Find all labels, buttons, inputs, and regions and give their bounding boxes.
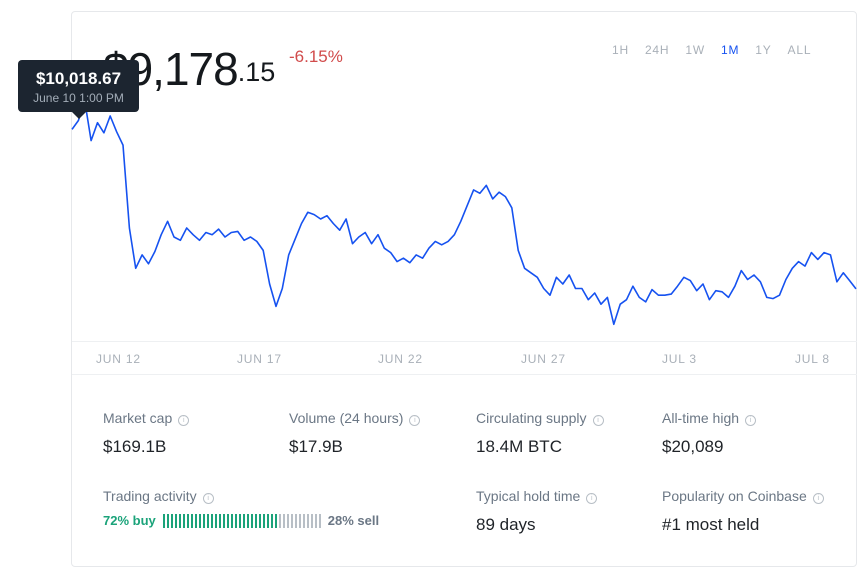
sell-bar: [298, 513, 301, 528]
info-icon[interactable]: i: [592, 415, 604, 426]
buy-bar: [234, 513, 237, 528]
range-24h[interactable]: 24H: [644, 43, 670, 57]
buy-bar: [238, 513, 241, 528]
price-card: [71, 11, 857, 567]
sell-bar: [286, 513, 289, 528]
buy-bar: [262, 513, 265, 528]
sell-percent: 28% sell: [327, 513, 380, 528]
market-cap-label: Market cap i: [103, 410, 190, 426]
range-1h[interactable]: 1H: [612, 43, 629, 57]
buy-percent: 72% buy: [103, 513, 156, 528]
buy-bar: [174, 513, 177, 528]
x-tick-label: JUN 22: [378, 352, 423, 366]
range-1w[interactable]: 1W: [685, 43, 705, 57]
buy-bar: [182, 513, 185, 528]
buy-bar: [186, 513, 189, 528]
trading-activity-label: Trading activity i: [103, 488, 214, 504]
tooltip-value: $10,018.67: [35, 69, 122, 88]
info-icon[interactable]: i: [202, 493, 214, 504]
sell-bar: [290, 513, 293, 528]
price-tooltip: $10,018.67 June 10 1:00 PM: [18, 60, 139, 119]
buy-bar: [210, 513, 213, 528]
buy-bar: [218, 513, 221, 528]
buy-bar: [222, 513, 225, 528]
info-icon[interactable]: i: [409, 415, 421, 426]
buy-bar: [194, 513, 197, 528]
range-all[interactable]: ALL: [787, 43, 812, 57]
sell-bar: [282, 513, 285, 528]
hold-time-label: Typical hold time i: [476, 488, 598, 504]
trading-activity: 72% buy 28% sell: [103, 513, 379, 528]
time-range-selector: 1H 24H 1W 1M 1Y ALL: [612, 43, 827, 57]
price-change: -6.15%: [289, 47, 343, 66]
volume-label: Volume (24 hours) i: [289, 410, 421, 426]
buy-bar: [162, 513, 165, 528]
x-tick-label: JUN 27: [521, 352, 566, 366]
sell-bar: [294, 513, 297, 528]
info-icon[interactable]: i: [178, 415, 190, 426]
x-tick-label: JUL 3: [662, 352, 697, 366]
buy-bar: [274, 513, 277, 528]
x-axis-bottom-divider: [72, 374, 857, 375]
info-icon[interactable]: i: [745, 415, 757, 426]
buy-bar: [226, 513, 229, 528]
x-tick-label: JUL 8: [795, 352, 830, 366]
sell-bar: [318, 513, 321, 528]
range-1y[interactable]: 1Y: [755, 43, 772, 57]
info-icon[interactable]: i: [812, 493, 824, 504]
price-line: [71, 99, 857, 326]
buy-bar: [254, 513, 257, 528]
buy-bar: [166, 513, 169, 528]
popularity-label: Popularity on Coinbase i: [662, 488, 824, 504]
tooltip-date: June 10 1:00 PM: [33, 91, 124, 105]
volume-value: $17.9B: [289, 437, 343, 456]
buy-bar: [214, 513, 217, 528]
buy-bar: [170, 513, 173, 528]
buy-bar: [190, 513, 193, 528]
x-tick-label: JUN 17: [237, 352, 282, 366]
buy-bar: [246, 513, 249, 528]
all-time-high-label: All-time high i: [662, 410, 757, 426]
circulating-supply-value: 18.4M BTC: [476, 437, 562, 456]
all-time-high-value: $20,089: [662, 437, 724, 456]
sell-bar: [306, 513, 309, 528]
range-1m[interactable]: 1M: [720, 43, 740, 57]
activity-bars: [162, 513, 321, 528]
buy-bar: [266, 513, 269, 528]
sell-bar: [278, 513, 281, 528]
buy-bar: [230, 513, 233, 528]
hold-time-value: 89 days: [476, 515, 536, 534]
price-cents: .15: [237, 57, 276, 87]
circulating-supply-label: Circulating supply i: [476, 410, 604, 426]
buy-bar: [202, 513, 205, 528]
sell-bar: [302, 513, 305, 528]
popularity-value: #1 most held: [662, 515, 760, 534]
x-tick-label: JUN 12: [96, 352, 141, 366]
buy-bar: [178, 513, 181, 528]
sell-bar: [310, 513, 313, 528]
market-cap-value: $169.1B: [103, 437, 167, 456]
buy-bar: [270, 513, 273, 528]
buy-bar: [206, 513, 209, 528]
x-axis-top-divider: [72, 341, 857, 342]
buy-bar: [250, 513, 253, 528]
sell-bar: [314, 513, 317, 528]
buy-bar: [258, 513, 261, 528]
buy-bar: [242, 513, 245, 528]
info-icon[interactable]: i: [586, 493, 598, 504]
buy-bar: [198, 513, 201, 528]
